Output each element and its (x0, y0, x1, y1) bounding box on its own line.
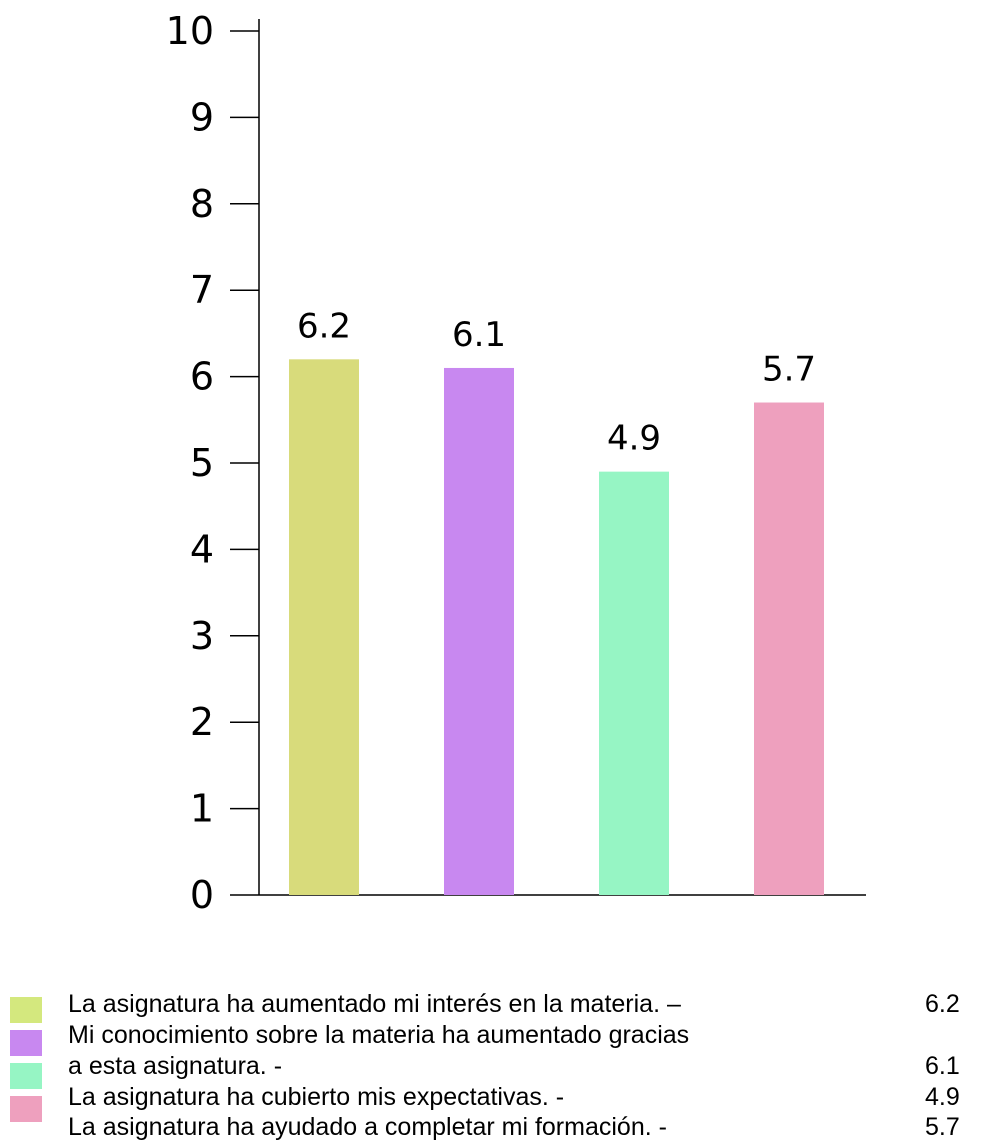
legend-swatch (10, 997, 42, 1023)
y-tick-label: 5 (190, 441, 214, 485)
legend-text: La asignatura ha ayudado a completar mi … (68, 1113, 667, 1141)
bar-value-label: 4.9 (607, 419, 661, 459)
bar-value-label: 6.1 (452, 315, 506, 355)
legend-text: La asignatura ha aumentado mi interés en… (68, 990, 681, 1018)
y-tick-label: 0 (190, 873, 214, 917)
legend-value: 4.9 (925, 1083, 960, 1111)
legend-swatch (10, 1096, 42, 1122)
data-labels: 6.2 6.1 4.9 5.7 (297, 306, 816, 458)
y-tick-label: 10 (166, 9, 214, 53)
y-tick-label: 2 (190, 700, 214, 744)
legend-text: Mi conocimiento sobre la materia ha aume… (68, 1021, 690, 1049)
legend-value: 6.1 (925, 1052, 960, 1080)
y-tick-label: 7 (190, 268, 214, 312)
legend-swatch (10, 1063, 42, 1089)
bar-chart: 0 1 2 3 4 5 6 7 8 9 10 6.2 6.1 4.9 5.7 (166, 9, 866, 917)
y-tick-label: 9 (190, 95, 214, 139)
bar-value-label: 5.7 (762, 350, 816, 390)
bar (289, 359, 359, 895)
legend-text: La asignatura ha cubierto mis expectativ… (68, 1083, 565, 1111)
bar (754, 402, 824, 895)
bars (289, 359, 824, 896)
legend-value: 5.7 (925, 1113, 960, 1141)
legend: La asignatura ha aumentado mi interés en… (0, 985, 983, 1142)
y-tick-label: 6 (190, 355, 214, 399)
y-axis: 0 1 2 3 4 5 6 7 8 9 10 (166, 9, 866, 917)
legend-value: 6.2 (925, 990, 960, 1018)
y-tick-label: 8 (190, 182, 214, 226)
bar (599, 471, 669, 895)
bar (444, 367, 514, 896)
y-tick-label: 1 (190, 787, 214, 831)
legend-text: a esta asignatura. - (68, 1052, 283, 1080)
y-tick-label: 4 (190, 527, 214, 571)
legend-swatch (10, 1030, 42, 1056)
y-tick-label: 3 (190, 614, 214, 658)
bar-value-label: 6.2 (297, 306, 351, 346)
